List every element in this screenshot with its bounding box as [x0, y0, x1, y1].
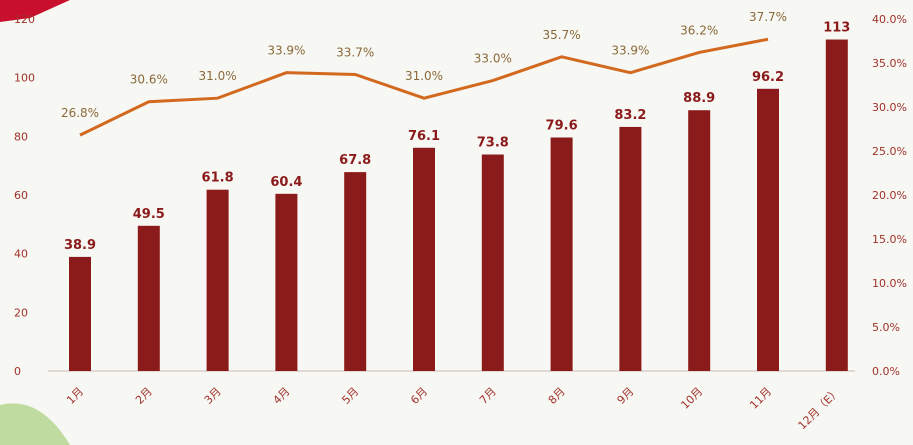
y-right-tick-label: 0.0% [872, 365, 900, 378]
x-tick-label: 1月 [64, 385, 86, 407]
y-left-tick-label: 120 [14, 13, 35, 26]
bar-value-label: 38.9 [64, 238, 96, 253]
y-right-tick-label: 10.0% [872, 277, 907, 290]
bar-value-label: 88.9 [683, 91, 715, 106]
y-right-tick-label: 25.0% [872, 145, 907, 158]
leaf-decoration [0, 403, 70, 445]
bar [825, 39, 848, 372]
x-tick-label: 5月 [339, 385, 361, 407]
line-value-label: 31.0% [199, 69, 237, 83]
line-value-label: 31.0% [405, 69, 443, 83]
x-tick-label: 12月（E） [796, 385, 843, 432]
bar [757, 88, 779, 372]
x-tick-label: 8月 [546, 385, 568, 407]
x-tick-label: 3月 [202, 385, 224, 407]
bar [550, 137, 573, 371]
bar [206, 189, 229, 371]
bar [275, 193, 298, 371]
line-value-label: 33.9% [267, 44, 305, 58]
x-tick-label: 4月 [271, 385, 293, 407]
bar-value-label: 73.8 [477, 136, 509, 151]
line-value-label: 33.9% [611, 44, 649, 58]
bar-value-label: 113 [823, 21, 850, 36]
x-tick-label: 6月 [408, 385, 430, 407]
bar-value-label: 61.8 [202, 171, 234, 186]
line-value-label: 26.8% [61, 106, 99, 120]
y-right-tick-label: 40.0% [872, 13, 907, 26]
corner-decoration [0, 0, 70, 22]
bar-value-label: 96.2 [752, 70, 784, 85]
x-tick-label: 10月 [678, 385, 705, 412]
line-value-label: 30.6% [130, 73, 168, 87]
y-left-tick-label: 100 [14, 72, 35, 85]
y-left-tick-label: 0 [14, 365, 21, 378]
x-tick-label: 11月 [747, 385, 774, 412]
bar [688, 110, 711, 371]
bar [413, 147, 435, 371]
y-right-tick-label: 35.0% [872, 57, 907, 70]
line-value-label: 35.7% [543, 28, 581, 42]
bar-value-label: 49.5 [133, 207, 165, 222]
bar-value-label: 83.2 [614, 108, 646, 123]
bar-value-label: 76.1 [408, 129, 440, 144]
y-left-tick-label: 20 [14, 306, 28, 319]
y-right-tick-label: 5.0% [872, 321, 900, 334]
bar-value-label: 60.4 [270, 175, 302, 190]
bar-value-label: 67.8 [339, 153, 371, 168]
x-tick-label: 2月 [133, 385, 155, 407]
y-left-tick-label: 60 [14, 189, 28, 202]
y-right-tick-label: 15.0% [872, 233, 907, 246]
y-left-tick-label: 40 [14, 248, 28, 261]
line-value-label: 33.0% [474, 52, 512, 66]
y-left-tick-label: 80 [14, 130, 28, 143]
line-series [79, 37, 769, 137]
bar [69, 256, 91, 371]
bar [344, 172, 367, 371]
line-value-label: 33.7% [336, 45, 374, 59]
line-value-label: 36.2% [680, 23, 718, 37]
bar [137, 225, 160, 371]
bar-value-label: 79.6 [546, 119, 578, 134]
y-right-tick-label: 20.0% [872, 189, 907, 202]
bar [481, 154, 504, 371]
y-right-tick-label: 30.0% [872, 101, 907, 114]
x-tick-label: 9月 [615, 385, 637, 407]
bar [619, 126, 642, 372]
line-value-label: 37.7% [749, 10, 787, 24]
x-tick-label: 7月 [477, 385, 499, 407]
